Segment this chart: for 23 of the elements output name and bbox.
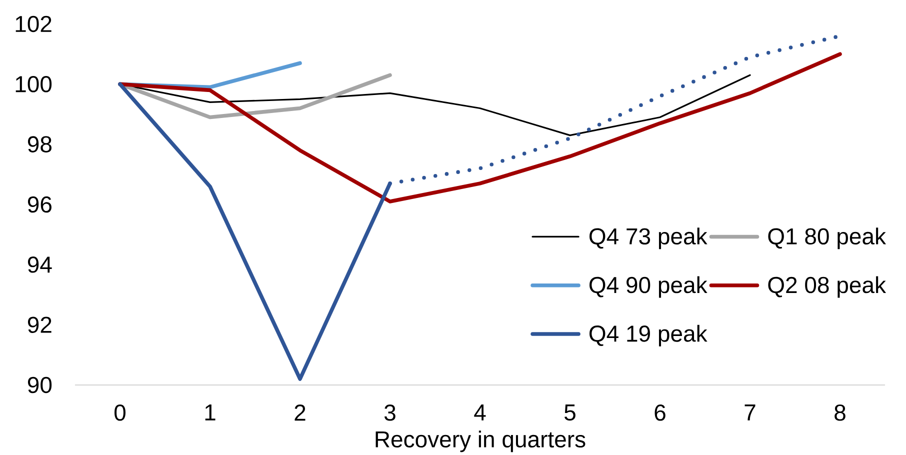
x-axis-title: Recovery in quarters — [376, 430, 586, 452]
x-tick-label: 8 — [834, 404, 846, 421]
legend-label: Q4 90 peak — [590, 276, 708, 298]
legend-label: Q4 19 peak — [590, 324, 708, 346]
y-tick-label: 102 — [16, 16, 52, 32]
y-tick-label: 100 — [16, 76, 52, 92]
line-series — [118, 52, 842, 204]
x-tick-label: 2 — [294, 404, 306, 421]
x-tick-label: 6 — [654, 404, 666, 421]
x-tick-label: 3 — [384, 404, 396, 421]
x-tick-label: 5 — [564, 404, 576, 421]
legend-label: Q1 80 peak — [768, 228, 886, 250]
y-tick-label: 90 — [28, 376, 52, 394]
x-tick-label: 1 — [205, 404, 216, 420]
x-tick-label: 4 — [474, 404, 486, 420]
y-tick-label: 94 — [28, 256, 52, 273]
y-tick-label: 92 — [28, 316, 52, 333]
y-tick-label: 98 — [28, 136, 52, 152]
y-tick-label: 96 — [28, 196, 52, 213]
x-tick-label: 0 — [114, 404, 126, 421]
x-tick-label: 7 — [744, 404, 756, 420]
legend-label: Q4 73 peak — [590, 228, 708, 250]
legend-label: Q2 08 peak — [768, 276, 886, 298]
